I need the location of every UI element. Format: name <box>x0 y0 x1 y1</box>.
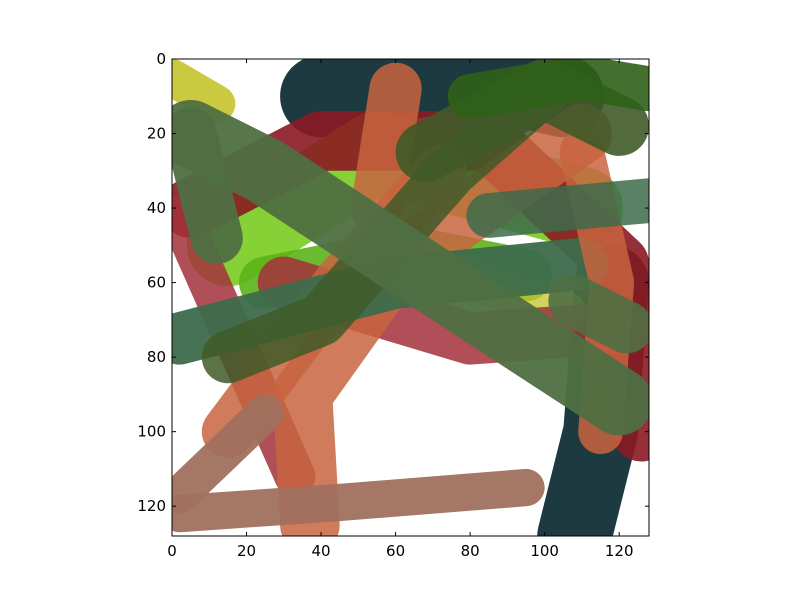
brush-stroke-10 <box>350 62 422 235</box>
image-content <box>172 59 649 536</box>
y-axis-ticks: 0 20 40 60 80 100 120 <box>137 50 649 515</box>
x-tick-label: 0 <box>167 542 177 560</box>
y-tick-label: 60 <box>147 274 166 292</box>
brush-stroke-19 <box>447 59 649 119</box>
y-tick-label: 40 <box>147 199 166 217</box>
y-tick-label: 100 <box>137 423 166 441</box>
x-tick-label: 100 <box>530 542 559 560</box>
axes-frame <box>171 58 650 537</box>
x-tick-label: 60 <box>386 542 405 560</box>
x-axis-ticks: 0 20 40 60 80 100 120 <box>167 59 634 560</box>
brush-stroke-3 <box>172 59 236 123</box>
brush-stroke-13 <box>172 394 284 514</box>
x-tick-label: 120 <box>605 542 634 560</box>
brush-stroke-21 <box>172 107 243 264</box>
x-tick-label: 40 <box>312 542 331 560</box>
y-tick-label: 0 <box>156 50 166 68</box>
brush-stroke-14 <box>172 468 545 533</box>
brush-stroke-22 <box>548 275 649 354</box>
x-tick-label: 20 <box>237 542 256 560</box>
x-tick-label: 80 <box>461 542 480 560</box>
y-tick-label: 80 <box>147 348 166 366</box>
y-tick-label: 20 <box>147 125 166 143</box>
brush-stroke-23 <box>466 178 649 238</box>
y-tick-label: 120 <box>137 497 166 515</box>
